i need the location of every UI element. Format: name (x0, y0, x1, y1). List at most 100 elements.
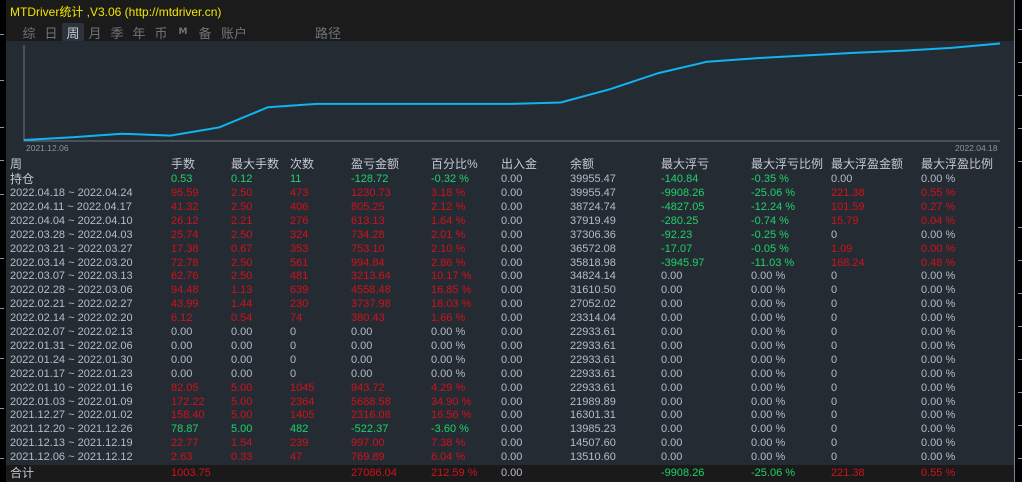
tab-4[interactable]: 季 (110, 26, 124, 42)
column-header[interactable]: 百分比% (431, 157, 478, 171)
cell-盈亏金额: 994.84 (351, 256, 385, 269)
cell-最大浮亏: 0.00 (661, 423, 683, 436)
cell-出入金: 0.00 (501, 256, 523, 269)
cell-百分比%: 4.29 % (431, 381, 466, 394)
tab-3[interactable]: 月 (88, 26, 102, 42)
cell-百分比%: 1.66 % (431, 312, 466, 325)
cell-最大手数: 1.13 (231, 284, 253, 297)
cell-手数: 0.00 (171, 367, 193, 380)
cell-最大浮盈金额: 0 (831, 312, 838, 325)
chart-start-date: 2021.12.06 (26, 143, 69, 153)
cell-次数: 0 (290, 353, 297, 366)
cell-次数: 0 (290, 339, 297, 352)
table-row: 2022.02.28 ~ 2022.03.06 94.48 1.13 639 4558.… (6, 283, 1014, 297)
cell-手数: 1003.75 (171, 467, 211, 479)
tab-8[interactable]: 备 (198, 26, 212, 42)
cell-最大浮盈金额: 0 (831, 451, 838, 464)
column-header[interactable]: 余额 (570, 157, 595, 171)
cell-最大浮盈比例: 0.00 % (921, 437, 956, 450)
scale-tick (0, 80, 4, 81)
cell-最大浮盈比例: 0.00 % (921, 451, 956, 464)
column-header[interactable]: 最大浮亏比例 (751, 157, 824, 171)
cell-盈亏金额: 2316.08 (351, 409, 391, 422)
cell-盈亏金额: 5688.58 (351, 395, 391, 408)
table-row: 2022.01.24 ~ 2022.01.30 0.00 0.00 0 0.00 0.00… (6, 353, 1014, 367)
scale-tick (1018, 227, 1022, 228)
tab-9[interactable]: 账户 (220, 26, 247, 42)
cell-余额: 22933.61 (570, 326, 616, 338)
cell-最大浮亏比例: -25.06 % (751, 187, 796, 199)
cell-出入金: 0.00 (501, 467, 523, 479)
row-label: 2022.01.17 ~ 2022.01.23 (10, 367, 133, 380)
cell-最大浮盈金额: 0 (831, 339, 838, 352)
cell-余额: 27052.02 (570, 298, 616, 311)
cell-最大浮亏: -3945.97 (661, 256, 705, 269)
row-label: 持仓 (10, 172, 35, 186)
cell-盈亏金额: 734.28 (351, 228, 385, 241)
cell-次数: 47 (290, 451, 303, 464)
tab-5[interactable]: 年 (132, 26, 146, 42)
cell-余额: 38724.74 (570, 200, 616, 213)
cell-最大浮亏: 0.00 (661, 451, 683, 464)
column-header[interactable]: 盈亏金额 (351, 157, 400, 171)
table-row: 2021.12.20 ~ 2021.12.26 78.87 5.00 482 -522.… (6, 422, 1014, 436)
column-header[interactable]: 次数 (290, 157, 315, 171)
tab-6[interactable]: 币 (154, 26, 168, 42)
cell-盈亏金额: 0.00 (351, 339, 373, 352)
column-header[interactable]: 最大浮盈金额 (831, 157, 904, 171)
cell-最大浮盈比例: 0.00 % (921, 284, 956, 297)
cell-出入金: 0.00 (501, 451, 523, 464)
column-header[interactable]: 最大手数 (231, 157, 280, 171)
scale-tick (1018, 425, 1022, 426)
row-label: 2022.01.24 ~ 2022.01.30 (10, 353, 133, 366)
row-label: 2022.03.21 ~ 2022.03.27 (10, 242, 133, 255)
cell-最大浮盈金额: 101.59 (831, 200, 865, 213)
cell-最大浮盈比例: 0.00 % (921, 367, 956, 380)
column-header[interactable]: 周 (10, 157, 23, 171)
cell-百分比%: 0.00 % (431, 326, 466, 338)
tab-0[interactable]: 综 (22, 26, 36, 42)
cell-手数: 2.63 (171, 451, 193, 464)
cell-最大浮盈比例: 0.00 % (921, 270, 956, 283)
cell-最大手数: 2.50 (231, 200, 253, 213)
cell-余额: 13510.60 (570, 451, 616, 464)
cell-最大浮盈比例: 0.48 % (921, 256, 956, 269)
cell-余额: 21989.89 (570, 395, 616, 408)
cell-余额: 35818.98 (570, 256, 616, 269)
table-row: 2022.04.04 ~ 2022.04.10 26.12 2.21 276 613.1… (6, 214, 1014, 228)
stats-window: MTDriver统计 ,V3.06 (http://mtdriver.cn) 综… (6, 0, 1015, 482)
table-row: 2022.04.18 ~ 2022.04.24 95.59 2.50 473 1230.… (6, 186, 1014, 200)
cell-最大浮亏比例: -0.25 % (751, 228, 789, 241)
cell-最大手数: 0.54 (231, 312, 253, 325)
tab-7[interactable]: M (178, 27, 188, 37)
cell-百分比%: -3.60 % (431, 423, 469, 436)
cell-次数: 561 (290, 256, 309, 269)
cell-最大浮亏比例: 0.00 % (751, 353, 786, 366)
cell-百分比%: 34.90 % (431, 395, 472, 408)
column-header[interactable]: 最大浮亏 (661, 157, 710, 171)
cell-盈亏金额: 0.00 (351, 367, 373, 380)
holding-row: 持仓 0.53 0.12 11 -128.72 -0.32 % 0.00 39955.47 -1… (6, 172, 1014, 186)
cell-最大浮亏: 0.00 (661, 437, 683, 450)
cell-最大浮盈金额: 0 (831, 353, 838, 366)
row-label: 2021.12.27 ~ 2022.01.02 (10, 409, 133, 422)
cell-次数: 324 (290, 228, 309, 241)
cell-手数: 22.77 (171, 437, 199, 450)
column-header[interactable]: 出入金 (501, 157, 538, 171)
cell-出入金: 0.00 (501, 242, 523, 255)
cell-最大手数: 5.00 (231, 381, 253, 394)
path-button[interactable]: 路径 (314, 26, 341, 42)
cell-最大浮盈比例: 0.00 % (921, 326, 956, 338)
cell-手数: 62.76 (171, 270, 199, 283)
scale-tick (1018, 128, 1022, 129)
tab-2[interactable]: 周 (62, 23, 84, 42)
cell-最大手数: 2.50 (231, 270, 253, 283)
column-header[interactable]: 手数 (171, 157, 196, 171)
cell-最大浮亏比例: 0.00 % (751, 284, 786, 297)
cell-最大浮亏比例: 0.00 % (751, 451, 786, 464)
tab-1[interactable]: 日 (44, 26, 58, 42)
cell-盈亏金额: 0.00 (351, 326, 373, 338)
cell-最大手数: 2.50 (231, 228, 253, 241)
column-header[interactable]: 最大浮盈比例 (921, 157, 994, 171)
cell-余额: 39955.47 (570, 187, 616, 199)
